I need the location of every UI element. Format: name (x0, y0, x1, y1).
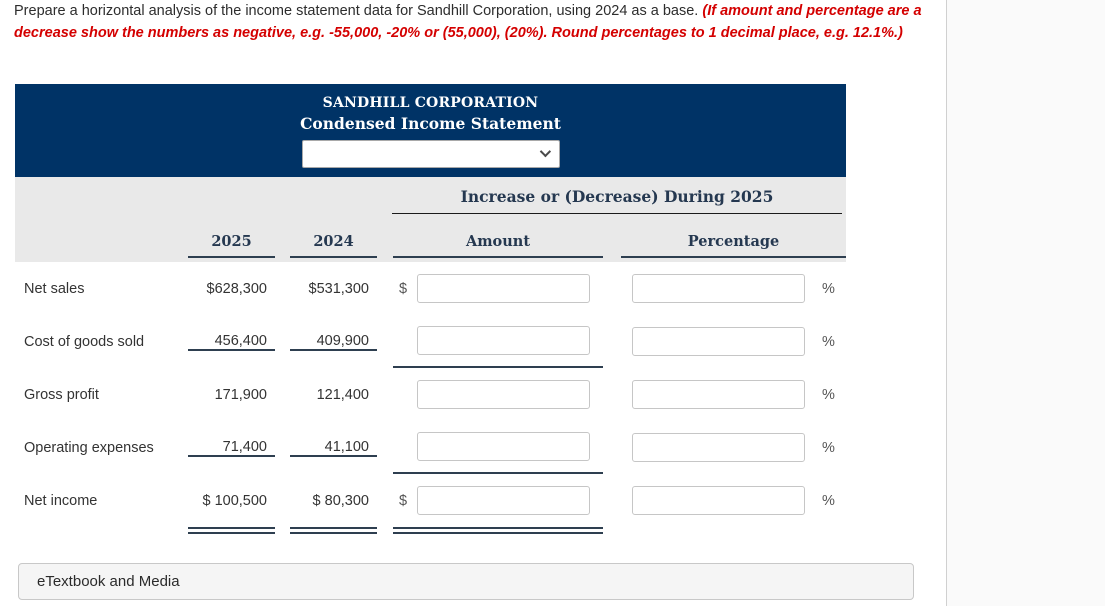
amount-input[interactable] (417, 432, 590, 461)
increase-decrease-group-header: Increase or (Decrease) During 2025 (392, 187, 842, 214)
amount-input[interactable] (417, 326, 590, 355)
table-row-net-income: Net income $ 100,500 $ 80,300 $ % (15, 474, 846, 527)
column-header-amount: Amount (393, 233, 603, 258)
etextbook-media-section[interactable]: eTextbook and Media (18, 563, 914, 600)
row-label: Net sales (24, 280, 85, 297)
statement-header: SANDHILL CORPORATION Condensed Income St… (15, 84, 846, 177)
percentage-input[interactable] (632, 486, 805, 515)
percent-sign: % (822, 492, 835, 509)
percent-sign: % (822, 333, 835, 350)
value-2025: 71,400 (188, 439, 275, 457)
instruction-text: Prepare a horizontal analysis of the inc… (14, 3, 703, 19)
column-header-percentage: Percentage (621, 233, 846, 258)
amount-input[interactable] (417, 274, 590, 303)
value-2025: 456,400 (188, 333, 275, 351)
percent-sign: % (822, 386, 835, 403)
table-row-operating-expenses: Operating expenses 71,400 41,100 % (15, 421, 846, 474)
percentage-input[interactable] (632, 274, 805, 303)
table-row-net-sales: Net sales $628,300 $531,300 $ % (15, 262, 846, 315)
table-header-band: Increase or (Decrease) During 2025 2025 … (15, 177, 846, 262)
row-label: Net income (24, 492, 98, 509)
value-2025: $ 100,500 (202, 492, 267, 509)
period-select[interactable] (301, 140, 560, 168)
amount-input[interactable] (417, 380, 590, 409)
value-2024: 121,400 (316, 386, 369, 403)
instruction-warning-text: (If amount and percentage are a decrease… (14, 3, 922, 41)
table-row-gross-profit: Gross profit 171,900 121,400 % (15, 368, 846, 421)
row-label: Gross profit (24, 386, 99, 403)
dollar-sign: $ (399, 492, 408, 509)
percentage-input[interactable] (632, 433, 805, 462)
value-2024: 409,900 (290, 333, 377, 351)
etextbook-media-label: eTextbook and Media (37, 573, 180, 590)
period-select-wrapper (301, 140, 560, 168)
income-statement-card: SANDHILL CORPORATION Condensed Income St… (15, 84, 846, 534)
percentage-input[interactable] (632, 380, 805, 409)
value-2024: $ 80,300 (312, 492, 369, 509)
double-rule-2025 (188, 527, 275, 534)
dollar-sign: $ (399, 280, 408, 297)
double-rule-amount (393, 527, 603, 534)
row-label: Cost of goods sold (24, 333, 145, 350)
row-label: Operating expenses (24, 439, 154, 456)
column-header-2025: 2025 (188, 233, 275, 258)
column-header-row: 2025 2024 Amount Percentage (15, 233, 846, 258)
value-2025: $628,300 (206, 280, 267, 297)
value-2025: 171,900 (214, 386, 267, 403)
company-name: SANDHILL CORPORATION (322, 95, 539, 111)
value-2024: 41,100 (290, 439, 377, 457)
double-rule-row (15, 527, 846, 534)
question-instructions: Prepare a horizontal analysis of the inc… (14, 1, 931, 44)
amount-input[interactable] (417, 486, 590, 515)
value-2024: $531,300 (308, 280, 369, 297)
right-side-panel (946, 0, 1105, 606)
column-header-2024: 2024 (290, 233, 377, 258)
statement-title: Condensed Income Statement (300, 114, 561, 133)
percent-sign: % (822, 439, 835, 456)
table-row-cost-of-goods-sold: Cost of goods sold 456,400 409,900 % (15, 315, 846, 368)
percentage-input[interactable] (632, 327, 805, 356)
double-rule-2024 (290, 527, 377, 534)
percent-sign: % (822, 280, 835, 297)
statement-rows: Net sales $628,300 $531,300 $ % Cost of … (15, 262, 846, 534)
